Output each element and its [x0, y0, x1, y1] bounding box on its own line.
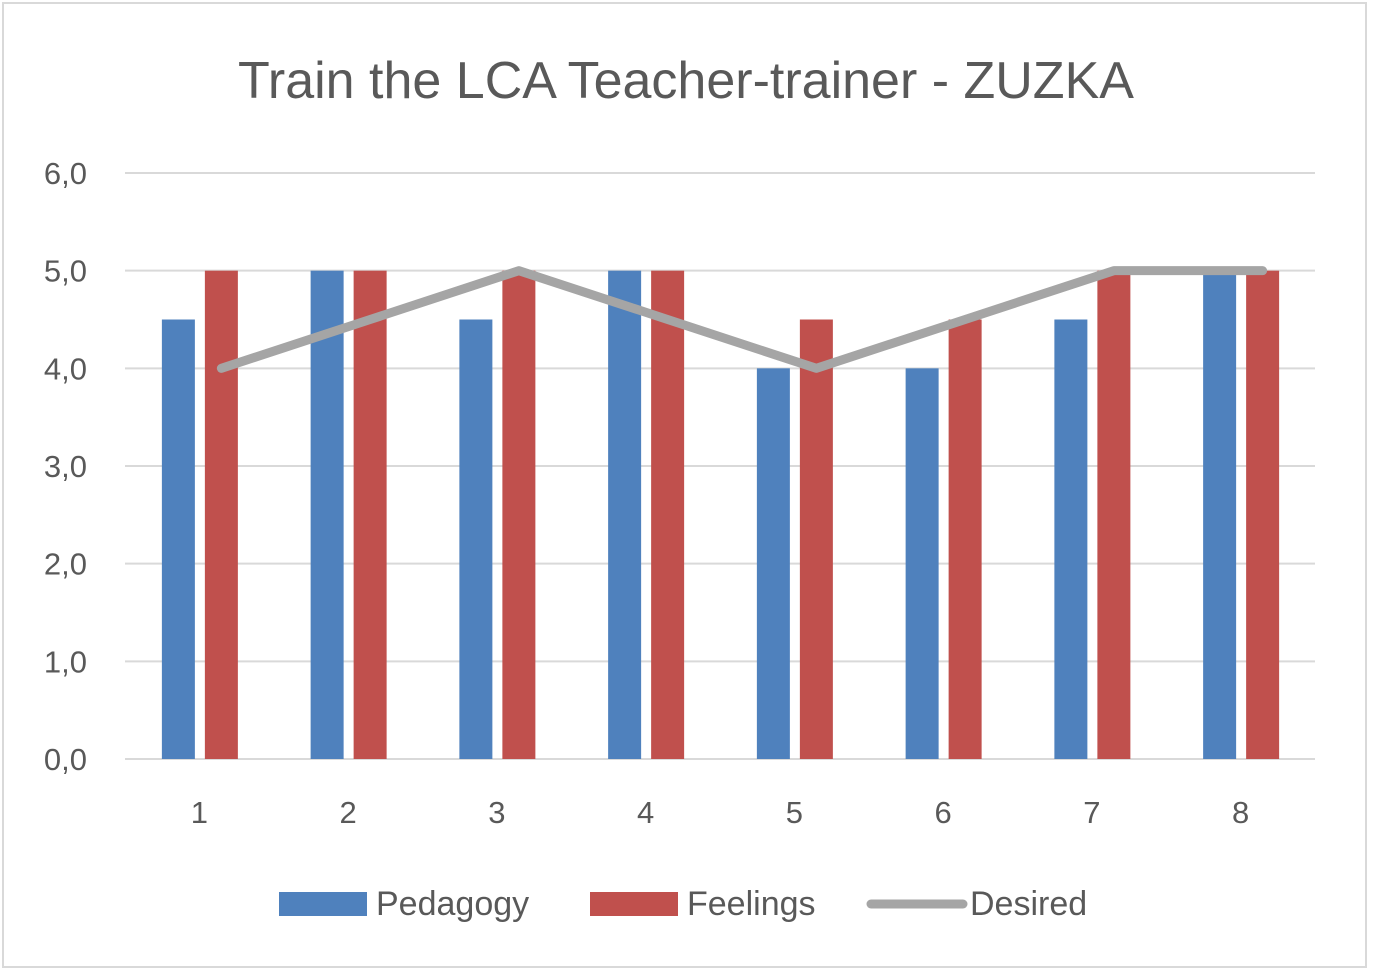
legend-label-pedagogy: Pedagogy: [376, 885, 529, 923]
bar-pedagogy: [756, 368, 790, 759]
x-tick-label: 3: [488, 795, 505, 830]
x-tick-label: 6: [935, 795, 952, 830]
desired-line-layer: [216, 266, 1268, 373]
x-tick-label: 7: [1083, 795, 1100, 830]
bars: [161, 270, 1280, 759]
bar-pedagogy: [459, 319, 493, 759]
legend: Pedagogy Feelings Desired: [279, 885, 1087, 923]
bar-pedagogy: [905, 368, 939, 759]
legend-swatch-feelings: [590, 892, 678, 916]
bar-feelings: [1246, 270, 1280, 759]
bar-feelings: [1097, 270, 1131, 759]
bar-pedagogy: [608, 270, 642, 759]
chart-title: Train the LCA Teacher-trainer - ZUZKA: [238, 52, 1134, 110]
bar-feelings: [204, 270, 238, 759]
y-tick-label: 2,0: [44, 547, 87, 582]
y-tick-label: 1,0: [44, 644, 87, 679]
bar-pedagogy: [310, 270, 344, 759]
x-tick-label: 2: [340, 795, 357, 830]
legend-label-desired: Desired: [970, 885, 1087, 923]
y-tick-label: 6,0: [44, 156, 87, 191]
y-tick-label: 4,0: [44, 351, 87, 386]
legend-swatch-pedagogy: [279, 892, 367, 916]
x-tick-label: 4: [637, 795, 654, 830]
bar-pedagogy: [161, 319, 195, 759]
y-axis-ticks: 0,0 1,0 2,0 3,0 4,0 5,0 6,0: [44, 156, 87, 777]
bar-feelings: [502, 270, 536, 759]
bar-feelings: [948, 319, 982, 759]
bar-pedagogy: [1054, 319, 1088, 759]
bar-feelings: [353, 270, 387, 759]
y-tick-label: 3,0: [44, 449, 87, 484]
x-tick-label: 5: [786, 795, 803, 830]
x-tick-label: 8: [1232, 795, 1249, 830]
x-axis-ticks: 1 2 3 4 5 6 7 8: [191, 795, 1250, 830]
bar-feelings: [651, 270, 685, 759]
legend-label-feelings: Feelings: [687, 885, 816, 923]
desired-line: [216, 266, 1268, 373]
y-tick-label: 5,0: [44, 254, 87, 289]
y-tick-label: 0,0: [44, 742, 87, 777]
bar-pedagogy: [1203, 270, 1237, 759]
bar-feelings: [799, 319, 833, 759]
gridlines: [125, 172, 1315, 760]
x-tick-label: 1: [191, 795, 208, 830]
